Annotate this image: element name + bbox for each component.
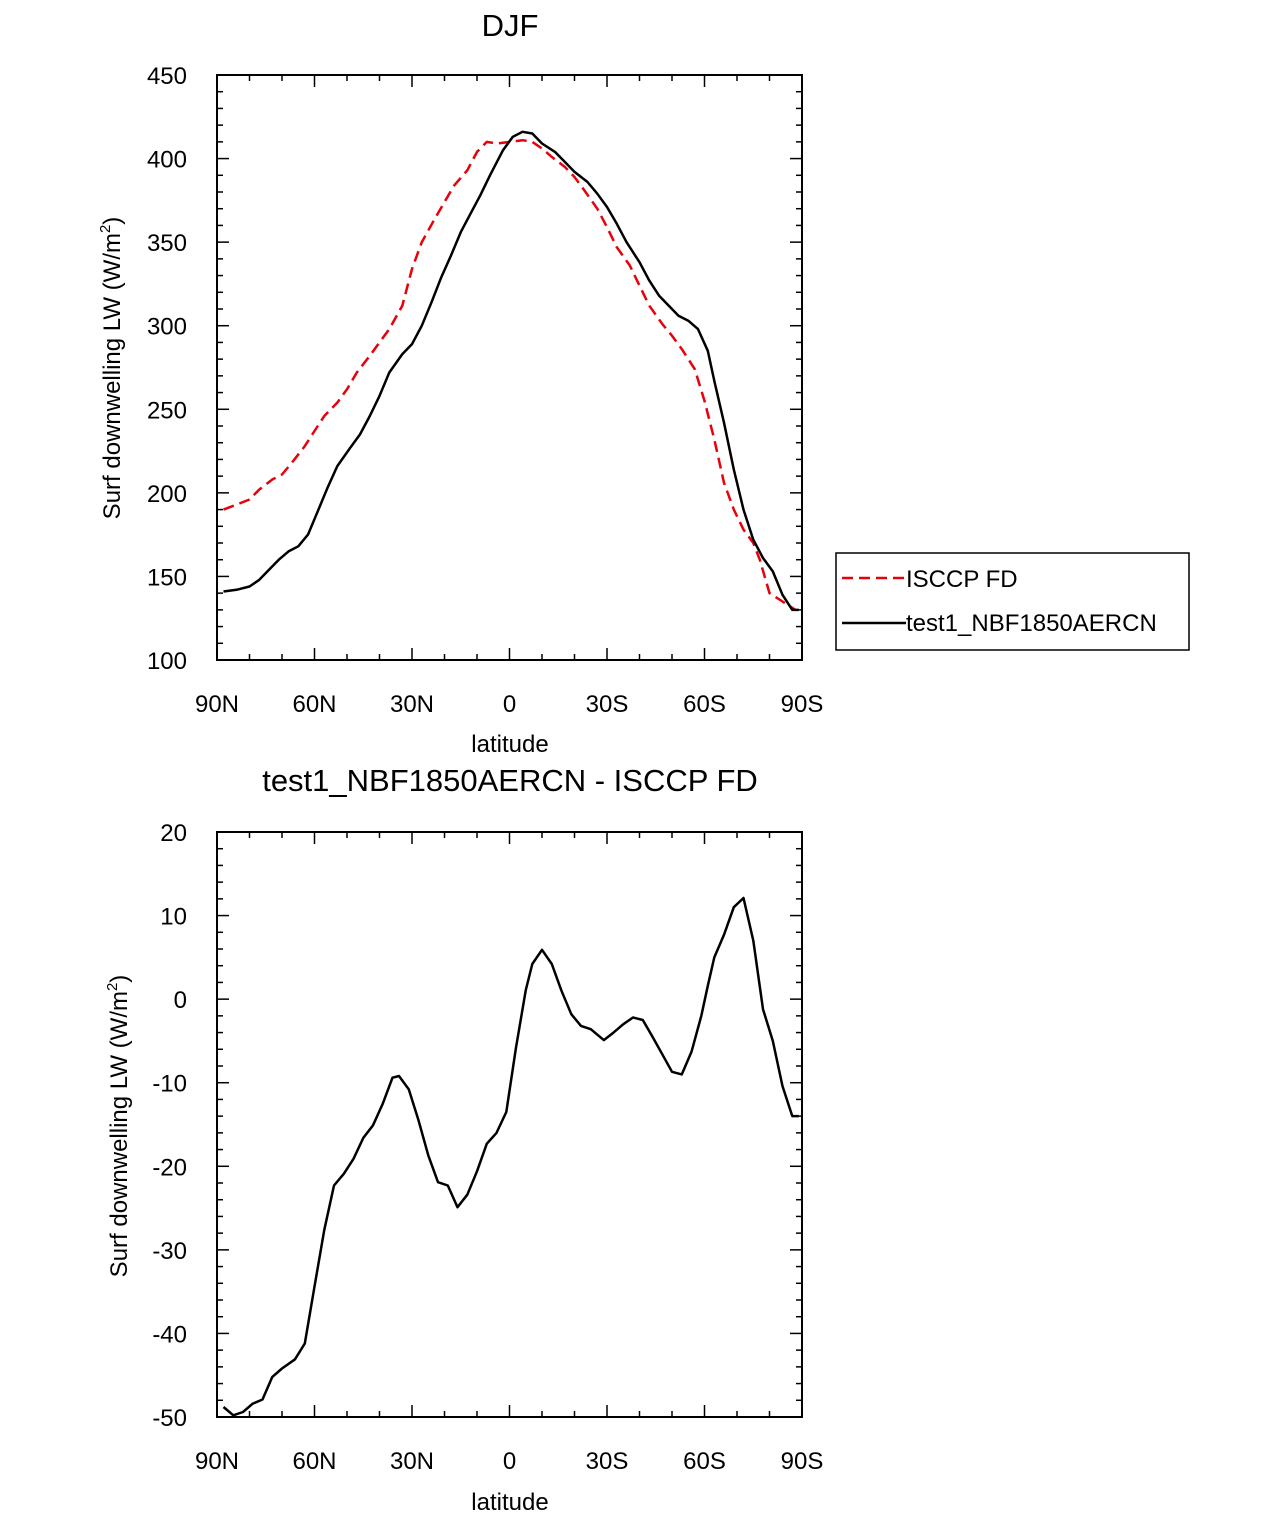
y-tick-label: -50 <box>152 1405 187 1432</box>
y-tick-label: 250 <box>147 397 187 424</box>
bottom-y-axis-label-superscript: 2 <box>104 983 121 991</box>
x-tick-label: 30N <box>390 1448 434 1475</box>
y-tick-label: -20 <box>152 1154 187 1181</box>
series-line-test1-nbf1850aercn-isccp-fd <box>222 896 799 1417</box>
bottom-plot-frame <box>216 831 803 1418</box>
y-tick-label: 450 <box>147 63 187 90</box>
series-line-isccp-fd <box>223 138 797 611</box>
bottom-y-axis-label-main: Surf downwelling LW (W/m <box>106 991 133 1277</box>
x-tick-label: 90S <box>781 691 824 718</box>
x-tick-label: 0 <box>503 691 516 718</box>
top-y-axis-label-superscript: 2 <box>97 225 114 233</box>
x-tick-label: 0 <box>503 1448 516 1475</box>
bottom-x-axis-label: latitude <box>471 1489 548 1516</box>
y-tick-label: 0 <box>174 987 187 1014</box>
y-tick-label: 20 <box>160 820 187 847</box>
bottom-chart-panel: test1_NBF1850AERCN - ISCCP FD -50-40-30-… <box>104 763 823 1516</box>
legend-box <box>835 552 1190 651</box>
bottom-y-axis-label: Surf downwelling LW (W/m2) <box>104 975 133 1278</box>
bottom-series-group <box>222 896 799 1417</box>
x-tick-label: 90N <box>195 1448 239 1475</box>
y-tick-label: -30 <box>152 1238 187 1265</box>
y-tick-label: 350 <box>147 230 187 257</box>
top-axis-ticks: 100 150 200 250 300 350 400 450 90N 60N 30N 0 30S 60S… <box>147 63 823 718</box>
top-y-axis-label-main: Surf downwelling LW (W/m <box>99 233 126 519</box>
legend-label-test1: test1_NBF1850AERCN <box>906 610 1157 637</box>
bottom-chart-title: test1_NBF1850AERCN - ISCCP FD <box>262 763 758 798</box>
top-y-axis-label-suffix: ) <box>99 217 126 225</box>
top-x-axis-label: latitude <box>471 731 548 758</box>
x-tick-label: 30S <box>586 1448 629 1475</box>
legend-label-isccp: ISCCP FD <box>906 566 1018 593</box>
bottom-axis-ticks: -50 -40 -30 -20 -10 0 10 20 90N 60N 30N 0 30S 60S 90S <box>152 820 823 1475</box>
y-tick-label: 300 <box>147 314 187 341</box>
top-plot-frame <box>216 74 803 661</box>
top-chart-panel: DJF 100 150 200 250 300 350 400 450 90N 60N 30N 0 30… <box>97 8 1190 758</box>
x-tick-label: 30N <box>390 691 434 718</box>
y-tick-label: -40 <box>152 1321 187 1348</box>
y-tick-label: 150 <box>147 564 187 591</box>
y-tick-label: -10 <box>152 1071 187 1098</box>
x-tick-label: 60S <box>683 1448 726 1475</box>
y-tick-label: 400 <box>147 147 187 174</box>
top-y-axis-label: Surf downwelling LW (W/m2) <box>97 217 126 520</box>
legend: ISCCP FD test1_NBF1850AERCN <box>835 552 1190 651</box>
top-chart-title: DJF <box>482 8 539 43</box>
top-series-group <box>223 130 799 612</box>
x-tick-label: 60N <box>292 691 336 718</box>
x-tick-label: 90N <box>195 691 239 718</box>
x-tick-label: 90S <box>781 1448 824 1475</box>
y-tick-label: 10 <box>160 904 187 931</box>
x-tick-label: 30S <box>586 691 629 718</box>
x-tick-label: 60S <box>683 691 726 718</box>
x-tick-label: 60N <box>292 1448 336 1475</box>
series-line-test1-nbf1850aercn <box>223 130 799 612</box>
y-tick-label: 100 <box>147 648 187 675</box>
bottom-y-axis-label-suffix: ) <box>106 975 133 983</box>
y-tick-label: 200 <box>147 481 187 508</box>
